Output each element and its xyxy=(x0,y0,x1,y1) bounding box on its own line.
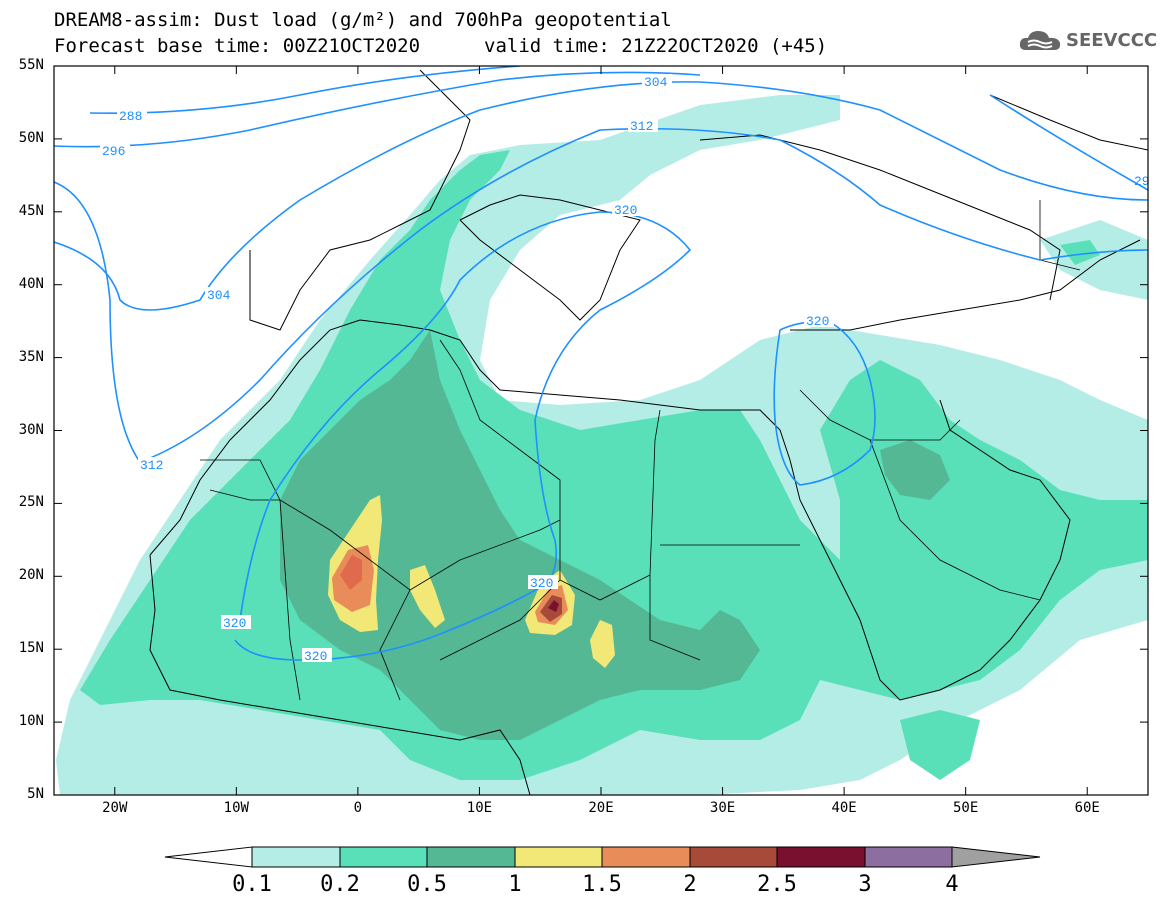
colorbar-cell xyxy=(951,846,1041,868)
map-title: DREAM8-assim: Dust load (g/m²) and 700hP… xyxy=(54,9,672,31)
contour-296 xyxy=(54,71,701,148)
lat-label: 5N xyxy=(27,786,44,802)
dust-level-0.2-ethiopia xyxy=(900,710,980,780)
contour-304 xyxy=(54,81,1148,311)
colorbar-cell xyxy=(164,846,253,868)
contour-label: 320 xyxy=(530,576,553,591)
contour-label: 312 xyxy=(630,119,653,134)
seevccc-logo: SEEVCCC xyxy=(1018,28,1158,54)
lon-label: 20W xyxy=(102,800,128,816)
lon-label: 10W xyxy=(223,800,249,816)
logo-text: SEEVCCC xyxy=(1066,30,1158,51)
lon-label: 60E xyxy=(1074,800,1100,816)
dust-level-1-east xyxy=(590,620,615,668)
dust-level-0.5-arabia xyxy=(880,440,950,500)
contour-label: 320 xyxy=(614,203,637,218)
contour-288 xyxy=(89,66,521,114)
colorbar-cell xyxy=(514,846,603,868)
colorbar xyxy=(164,846,1041,868)
colorbar-label: 0.5 xyxy=(407,872,447,897)
dust-level-0.5 xyxy=(280,330,760,740)
lat-label: 20N xyxy=(18,567,44,584)
colorbar-label: 2 xyxy=(683,872,697,897)
colorbar-cell xyxy=(864,846,953,868)
colorbar-label: 4 xyxy=(945,872,959,897)
lon-label: 30E xyxy=(709,800,736,816)
contour-label: 312 xyxy=(140,458,163,473)
lat-label: 45N xyxy=(18,202,44,219)
colorbar-label: 1 xyxy=(508,872,522,897)
contour-label: 296 xyxy=(102,144,125,159)
contour-label: 29 xyxy=(1134,174,1150,189)
dust-field xyxy=(56,95,1148,795)
dust-level-0.2-caucasus xyxy=(1060,240,1100,265)
lat-label: 10N xyxy=(18,713,44,730)
lon-label: 40E xyxy=(831,800,857,816)
contour-north xyxy=(989,94,1148,191)
contour-label: 304 xyxy=(207,288,231,303)
contour-320-west xyxy=(234,211,692,661)
lon-label: 10E xyxy=(466,800,493,816)
axis-ticks xyxy=(54,65,1148,796)
lat-label: 50N xyxy=(18,129,44,146)
contour-label: 320 xyxy=(304,649,327,664)
colorbar-label: 0.2 xyxy=(320,872,360,897)
lat-label: 25N xyxy=(18,494,44,511)
colorbar-label: 0.1 xyxy=(232,872,272,897)
lon-label: 0 xyxy=(353,800,363,816)
colorbar-label: 1.5 xyxy=(582,872,622,897)
lat-label: 35N xyxy=(18,348,44,365)
lon-label: 20E xyxy=(588,800,614,816)
valid-time: valid time: 21Z22OCT2020 (+45) xyxy=(484,35,828,57)
cloud-icon xyxy=(1019,31,1061,50)
contour-label: 320 xyxy=(806,314,829,329)
contour-label: 288 xyxy=(119,109,142,124)
contour-label: 320 xyxy=(223,616,246,631)
lat-label: 15N xyxy=(18,640,44,657)
contour-label: 304 xyxy=(644,75,668,90)
forecast-base-time: Forecast base time: 00Z21OCT2020 xyxy=(54,35,421,57)
dust-level-0.1-east xyxy=(1040,220,1148,300)
lon-label: 50E xyxy=(953,800,979,816)
colorbar-cell xyxy=(426,846,516,868)
colorbar-label: 2.5 xyxy=(757,872,797,897)
dust-level-2.5-chad xyxy=(548,600,559,612)
lat-label: 30N xyxy=(18,421,44,438)
colorbar-cell xyxy=(601,846,691,868)
colorbar-label: 3 xyxy=(858,872,872,897)
contour-labels: 288 296 304 312 304 312 320 320 320 320 … xyxy=(100,74,1150,664)
lat-label: 55N xyxy=(18,57,44,73)
colorbar-cell xyxy=(339,846,428,868)
colorbar-cell xyxy=(776,846,866,868)
lat-label: 40N xyxy=(18,275,44,292)
contour-312 xyxy=(54,127,1148,463)
country-borders xyxy=(200,200,1081,701)
dust-level-1-central xyxy=(410,565,445,628)
colorbar-cell xyxy=(689,846,778,868)
colorbar-cell xyxy=(251,846,341,868)
geopotential-contours xyxy=(54,66,1148,661)
dust-level-2-west xyxy=(340,555,362,590)
